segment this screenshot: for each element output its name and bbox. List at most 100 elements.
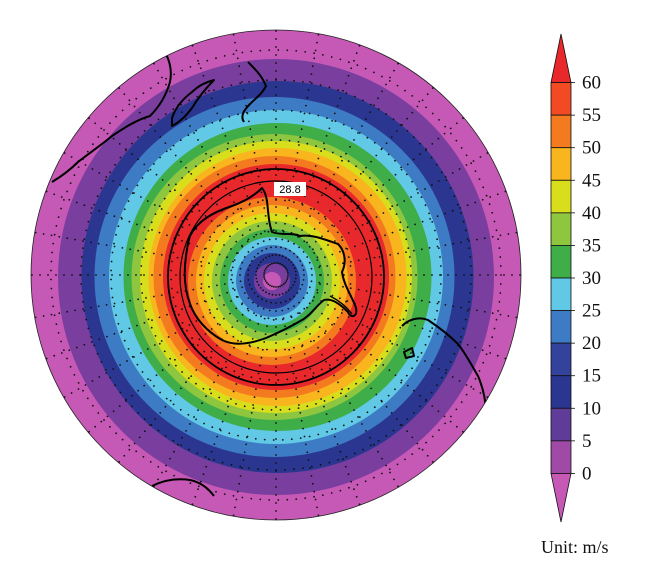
meridian-dot xyxy=(216,323,219,325)
meridian-dot xyxy=(320,150,322,152)
parallel-dot xyxy=(301,344,304,346)
meridian-dot xyxy=(223,230,225,233)
parallel-dot xyxy=(241,373,244,376)
parallel-dot xyxy=(286,378,289,381)
meridian-dot xyxy=(257,323,260,325)
parallel-dot xyxy=(228,115,231,118)
parallel-dot xyxy=(109,122,111,125)
meridian-dot xyxy=(413,298,415,301)
parallel-dot xyxy=(110,287,113,290)
meridian-dot xyxy=(208,89,210,92)
meridian-dot xyxy=(241,234,244,237)
meridian-dot xyxy=(221,420,224,423)
meridian-dot xyxy=(188,324,191,326)
meridian-dot xyxy=(468,308,470,310)
meridian-dot xyxy=(229,194,231,197)
parallel-dot xyxy=(328,86,331,89)
parallel-dot xyxy=(440,274,442,276)
parallel-dot xyxy=(252,407,255,409)
meridian-dot xyxy=(342,285,344,288)
parallel-dot xyxy=(395,213,398,216)
meridian-dot xyxy=(303,307,306,310)
meridian-dot xyxy=(160,208,163,210)
parallel-dot xyxy=(50,287,53,290)
meridian-dot xyxy=(151,274,153,276)
parallel-dot xyxy=(51,296,53,299)
meridian-dot xyxy=(180,353,182,356)
parallel-dot xyxy=(411,367,413,370)
parallel-dot xyxy=(293,201,295,204)
parallel-dot xyxy=(439,265,442,267)
meridian-dot xyxy=(308,302,311,305)
meridian-dot xyxy=(345,215,348,217)
meridian-dot xyxy=(326,265,329,267)
meridian-dot xyxy=(217,173,219,176)
meridian-dot xyxy=(413,389,415,392)
parallel-dot xyxy=(353,95,356,98)
parallel-dot xyxy=(464,318,467,321)
meridian-dot xyxy=(234,41,236,44)
parallel-dot xyxy=(83,309,86,312)
parallel-dot xyxy=(200,283,203,285)
meridian-dot xyxy=(253,236,255,238)
meridian-dot xyxy=(301,283,304,286)
parallel-dot xyxy=(277,49,280,51)
meridian-dot xyxy=(260,191,263,194)
meridian-dot xyxy=(275,398,277,400)
meridian-dot xyxy=(262,289,264,292)
meridian-dot xyxy=(406,226,409,229)
meridian-dot xyxy=(313,208,315,211)
meridian-dot xyxy=(317,157,320,160)
parallel-dot xyxy=(316,256,319,259)
meridian-dot xyxy=(185,430,187,432)
meridian-dot xyxy=(397,295,399,298)
meridian-dot xyxy=(227,405,230,408)
meridian-dot xyxy=(318,266,321,269)
parallel-dot xyxy=(136,363,139,366)
meridian-dot xyxy=(365,381,367,384)
parallel-dot xyxy=(306,306,308,309)
meridian-dot xyxy=(181,436,183,439)
parallel-dot xyxy=(478,178,481,181)
meridian-dot xyxy=(160,294,163,296)
meridian-dot xyxy=(295,217,298,220)
meridian-dot xyxy=(267,317,270,320)
meridian-dot xyxy=(247,297,250,299)
meridian-dot xyxy=(369,308,371,311)
meridian-dot xyxy=(301,229,303,231)
meridian-dot xyxy=(169,399,172,402)
meridian-dot xyxy=(153,62,155,65)
meridian-dot xyxy=(420,248,423,251)
parallel-dot xyxy=(143,130,146,132)
meridian-dot xyxy=(316,506,318,509)
parallel-dot xyxy=(270,139,273,142)
meridian-dot xyxy=(298,246,300,249)
meridian-dot xyxy=(275,70,277,72)
parallel-dot xyxy=(115,314,117,317)
meridian-dot xyxy=(198,338,201,341)
parallel-dot xyxy=(223,493,226,495)
parallel-dot xyxy=(312,248,314,251)
meridian-dot xyxy=(385,142,388,145)
meridian-dot xyxy=(275,54,277,56)
colorbar-tick-label: 5 xyxy=(582,431,592,452)
meridian-dot xyxy=(275,294,277,296)
meridian-dot xyxy=(479,274,481,276)
meridian-dot xyxy=(91,168,94,170)
meridian-dot xyxy=(328,420,331,423)
parallel-dot xyxy=(186,218,188,221)
meridian-dot xyxy=(235,498,238,501)
meridian-dot xyxy=(119,364,121,366)
meridian-dot xyxy=(284,325,286,328)
parallel-dot xyxy=(409,265,412,267)
meridian-dot xyxy=(364,348,366,351)
parallel-dot xyxy=(431,435,434,438)
meridian-dot xyxy=(487,274,489,276)
meridian-dot xyxy=(265,266,268,269)
parallel-dot xyxy=(324,218,327,220)
parallel-dot xyxy=(219,118,222,121)
meridian-dot xyxy=(499,234,502,237)
meridian-dot xyxy=(241,215,243,218)
meridian-dot xyxy=(128,220,131,223)
parallel-dot xyxy=(119,156,122,159)
